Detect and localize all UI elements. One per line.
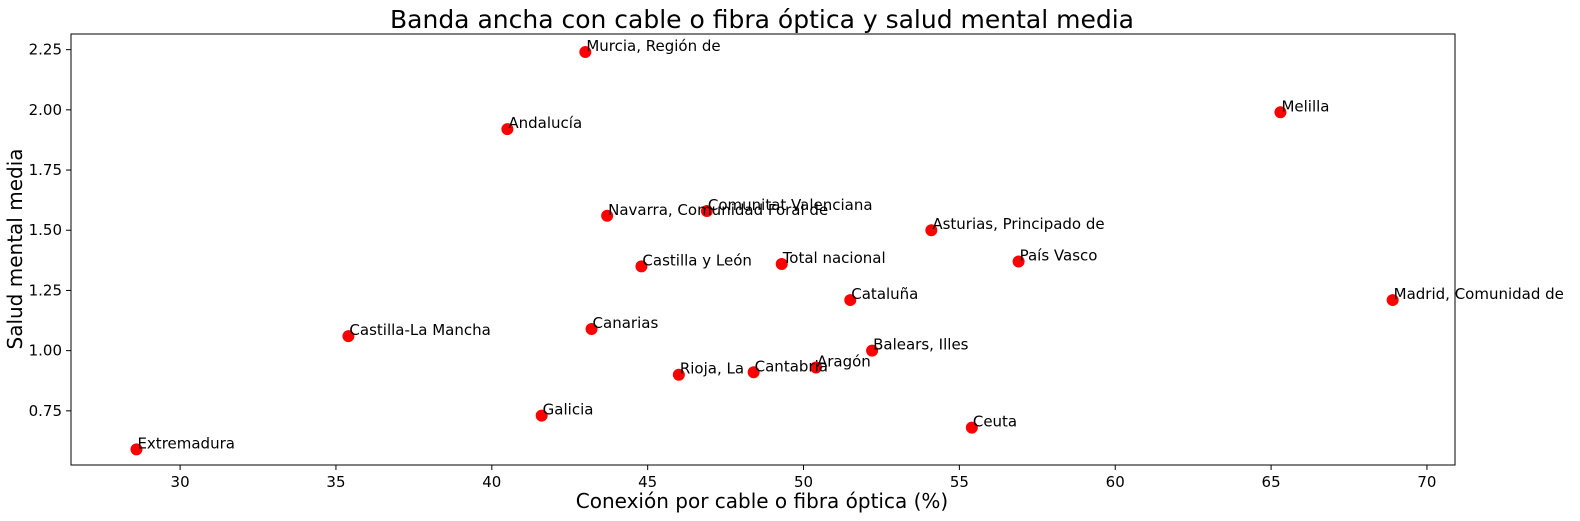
data-point (925, 224, 938, 237)
x-tick-label: 30 (171, 473, 190, 491)
data-point (1386, 294, 1399, 307)
chart-title: Banda ancha con cable o fibra óptica y s… (390, 5, 1134, 34)
x-tick-label: 70 (1417, 473, 1436, 491)
x-tick-label: 50 (794, 473, 813, 491)
data-point (579, 46, 592, 59)
y-tick-label: 1.00 (29, 342, 62, 360)
data-point-label: Murcia, Región de (586, 37, 720, 55)
data-point-label: Canarias (593, 314, 659, 332)
data-point (342, 330, 355, 343)
data-point-label: Asturias, Principado de (932, 215, 1104, 233)
x-tick-label: 40 (482, 473, 501, 491)
data-point (809, 361, 822, 374)
plot-area (70, 33, 1456, 466)
x-axis: 30 35 40 45 50 55 60 65 70 (171, 465, 1436, 491)
data-point (585, 322, 598, 335)
data-point (844, 294, 857, 307)
data-point (601, 209, 614, 222)
y-tick-label: 1.75 (29, 161, 62, 179)
data-point-label: Madrid, Comunidad de (1394, 285, 1564, 303)
data-point (501, 123, 514, 136)
data-point (747, 366, 760, 379)
x-axis-label: Conexión por cable o fibra óptica (%) (576, 489, 948, 513)
data-point-label: Andalucía (508, 114, 582, 132)
y-tick-label: 0.75 (29, 402, 62, 420)
data-point-label: Galicia (543, 401, 594, 419)
data-point-label: Ceuta (973, 413, 1017, 431)
data-point (130, 443, 143, 456)
data-point (965, 421, 978, 434)
x-tick-label: 65 (1262, 473, 1281, 491)
data-point-label: Cantabria (755, 357, 828, 375)
x-tick-label: 45 (638, 473, 657, 491)
data-point (1012, 255, 1025, 268)
data-point (535, 409, 548, 422)
y-axis: 0.75 1.00 1.25 1.50 1.75 2.00 2.25 (29, 41, 71, 420)
data-point-label: Comunitat Valenciana (708, 196, 873, 214)
data-point-label: Extremadura (137, 434, 235, 452)
data-point-label: Castilla y León (642, 251, 751, 269)
data-point (672, 368, 685, 381)
data-point-label: Balears, Illes (873, 336, 969, 354)
x-tick-label: 55 (950, 473, 969, 491)
data-point-label: Total nacional (782, 249, 886, 267)
y-axis-label: Salud mental media (3, 148, 27, 349)
data-point-label: Aragón (817, 352, 871, 370)
x-tick-label: 60 (1106, 473, 1125, 491)
data-point (1274, 106, 1287, 119)
data-point (700, 204, 713, 217)
y-tick-label: 1.50 (29, 221, 62, 239)
y-tick-label: 2.25 (29, 41, 62, 59)
x-tick-label: 35 (326, 473, 345, 491)
data-points (130, 46, 1399, 456)
data-point-label: Rioja, La (680, 360, 744, 378)
data-point-label: Castilla-La Mancha (349, 321, 490, 339)
data-point-label: Navarra, Comunidad Foral de (608, 201, 828, 219)
y-tick-label: 1.25 (29, 281, 62, 299)
data-point-label: Melilla (1281, 97, 1329, 115)
data-point (866, 344, 879, 357)
data-point-label: Cataluña (851, 285, 918, 303)
data-point (635, 260, 648, 273)
y-tick-label: 2.00 (29, 101, 62, 119)
data-point (775, 257, 788, 270)
point-labels: Murcia, Región de Andalucía Melilla Comunit… (137, 37, 1563, 452)
data-point-label: País Vasco (1020, 247, 1098, 265)
